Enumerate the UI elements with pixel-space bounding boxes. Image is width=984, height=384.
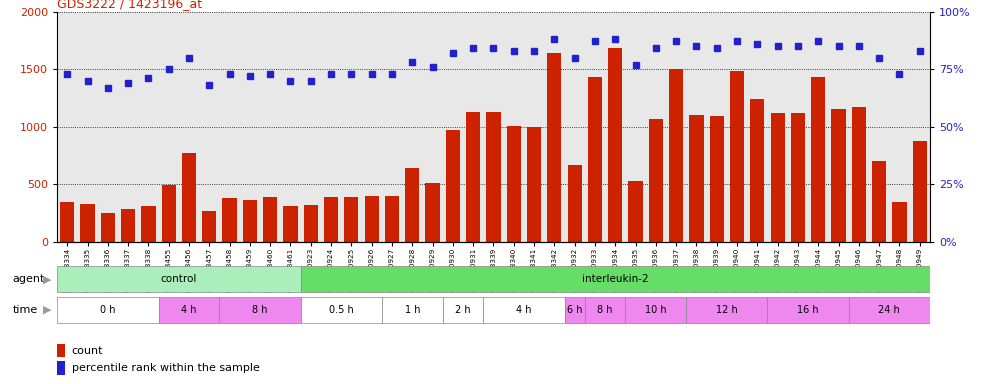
Bar [385,196,400,242]
Bar [507,126,521,242]
Bar [811,77,826,242]
Bar [443,297,483,323]
Text: GDS3222 / 1423196_at: GDS3222 / 1423196_at [57,0,202,10]
Text: ▶: ▶ [43,305,52,315]
Text: 0.5 h: 0.5 h [329,305,353,315]
Bar [405,168,419,242]
Text: 10 h: 10 h [646,305,667,315]
Bar [568,165,582,242]
Bar [60,202,75,242]
Bar [584,297,626,323]
Bar [263,197,277,242]
Bar [852,107,866,242]
Bar [608,48,622,242]
Bar [709,116,724,242]
Bar [100,213,115,242]
Bar [202,211,216,242]
Bar [365,196,379,242]
Bar [425,183,440,242]
Bar [121,209,135,242]
Bar [161,185,176,242]
Text: 4 h: 4 h [517,305,531,315]
Bar [486,112,501,242]
Bar [629,181,643,242]
Text: 1 h: 1 h [404,305,420,315]
Bar [565,297,584,323]
Bar [301,266,930,292]
Text: 16 h: 16 h [797,305,819,315]
Text: 8 h: 8 h [597,305,613,315]
Bar [466,112,480,242]
Bar [768,297,848,323]
Bar [142,206,155,242]
Bar [222,198,237,242]
Bar [690,115,704,242]
Bar [382,297,443,323]
Bar [912,141,927,242]
Bar [283,206,297,242]
Bar [750,99,765,242]
Text: percentile rank within the sample: percentile rank within the sample [72,363,260,373]
Text: count: count [72,346,103,356]
Bar [892,202,906,242]
Bar [686,297,768,323]
Bar [587,77,602,242]
Bar [301,297,382,323]
Bar [57,361,65,375]
Bar [791,113,805,242]
Bar [527,127,541,242]
Bar [81,204,94,242]
Text: 2 h: 2 h [456,305,470,315]
Text: interleukin-2: interleukin-2 [582,274,648,285]
Bar [57,297,158,323]
Bar [219,297,301,323]
Bar [483,297,565,323]
Bar [446,130,460,242]
Bar [57,344,65,357]
Bar [304,205,318,242]
Bar [770,113,785,242]
Text: 12 h: 12 h [716,305,738,315]
Bar [872,161,887,242]
Text: agent: agent [13,274,45,285]
Text: 4 h: 4 h [181,305,197,315]
Text: 8 h: 8 h [252,305,268,315]
Text: 0 h: 0 h [100,305,115,315]
Bar [669,69,683,242]
Bar [344,197,358,242]
Text: time: time [13,305,38,315]
Bar [324,197,338,242]
Bar [547,53,562,242]
Bar [243,200,257,242]
Bar [182,153,196,242]
Bar [848,297,930,323]
Bar [158,297,219,323]
Text: 6 h: 6 h [567,305,583,315]
Bar [831,109,845,242]
Text: ▶: ▶ [43,274,52,285]
Text: 24 h: 24 h [879,305,900,315]
Text: control: control [160,274,197,285]
Bar [730,71,744,242]
Bar [57,266,301,292]
Bar [626,297,686,323]
Bar [648,119,663,242]
